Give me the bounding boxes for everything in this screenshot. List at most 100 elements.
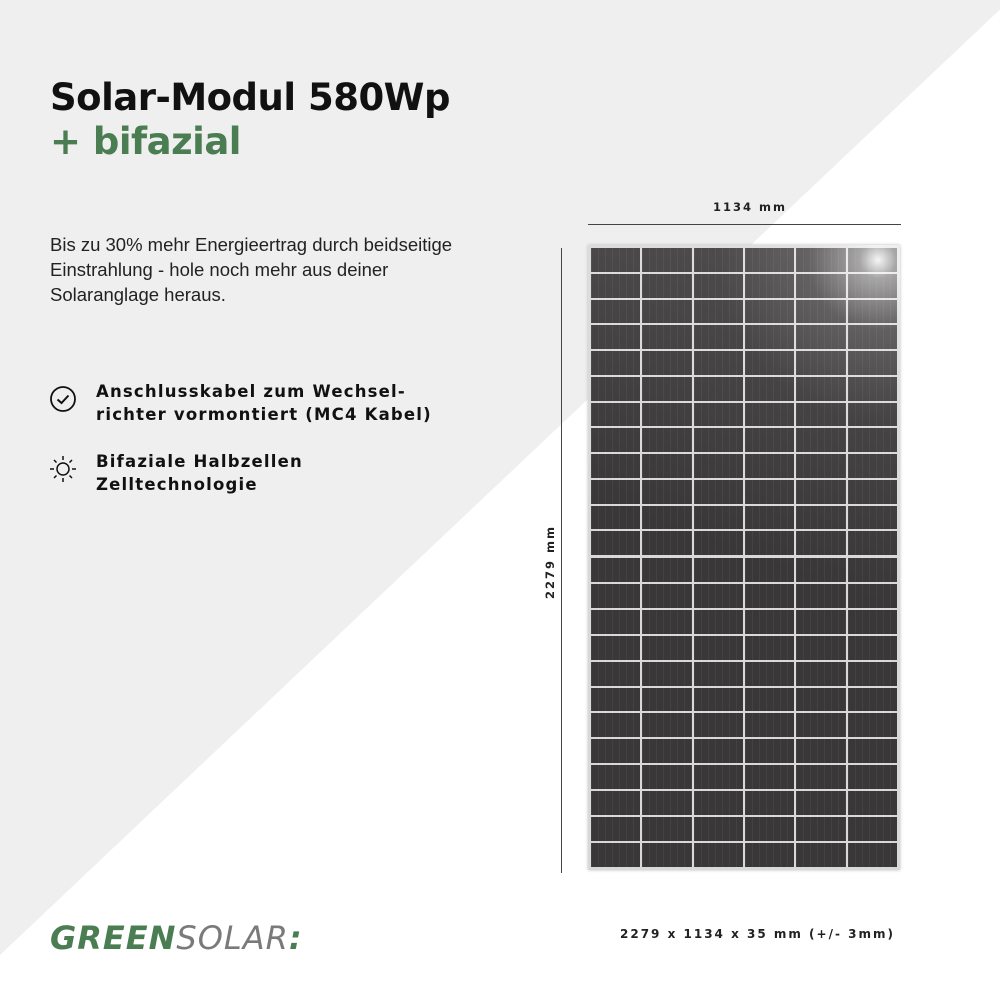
solar-cell [796,402,846,427]
solar-cell [591,479,641,504]
solar-cell [847,454,897,478]
solar-cell [642,713,692,738]
solar-cell [693,299,743,324]
solar-cell [591,843,641,867]
description: Bis zu 30% mehr Energieertrag durch beid… [50,234,453,305]
solar-cell [744,454,795,478]
solar-cell [591,791,641,816]
solar-cell [642,817,692,842]
solar-cell [744,402,795,427]
solar-cell [591,583,641,608]
solar-cell [642,635,692,660]
height-dimension-line [561,248,562,873]
solar-cell [693,248,743,272]
page-title: Solar-Modul 580Wp + bifazial [50,76,450,164]
solar-cell [693,479,743,504]
solar-cell [591,817,641,842]
solar-cell [796,765,846,790]
solar-cell [591,713,641,738]
solar-cell [796,531,846,555]
solar-cell [847,558,897,582]
solar-cell [693,739,743,764]
solar-cell [693,325,743,349]
solar-cell [642,428,692,452]
solar-cell [847,817,897,842]
solar-cell [693,454,743,478]
solar-cell [744,791,795,816]
solar-cell [744,428,795,452]
solar-cell [847,299,897,324]
solar-cell [642,609,692,634]
solar-cell [744,765,795,790]
solar-cell [591,299,641,324]
solar-cell [796,583,846,608]
panel-upper-half [591,248,897,555]
solar-cell [642,402,692,427]
logo-green: GREEN [50,919,177,957]
solar-cell [693,583,743,608]
full-dimensions: 2279 x 1134 x 35 mm (+/- 3mm) [620,927,895,941]
feature-text: Bifaziale Halbzellen [96,452,303,471]
solar-panel-image [588,245,900,870]
solar-cell [744,299,795,324]
solar-cell [642,248,692,272]
solar-cell [591,351,641,375]
solar-cell [847,635,897,660]
solar-cell [847,739,897,764]
solar-cell [744,273,795,298]
solar-cell [744,351,795,375]
solar-cell [642,791,692,816]
solar-cell [744,687,795,712]
solar-cell [693,273,743,298]
solar-cell [693,687,743,712]
solar-cell [642,505,692,530]
solar-cell [591,454,641,478]
sun-icon [50,456,76,482]
solar-cell [796,635,846,660]
solar-cell [744,583,795,608]
solar-cell [591,248,641,272]
width-label: 1134 mm [713,200,787,214]
solar-cell [796,376,846,401]
solar-cell [744,739,795,764]
solar-cell [796,428,846,452]
panel-lower-half [591,558,897,867]
solar-cell [744,376,795,401]
solar-cell [744,531,795,555]
solar-cell [847,376,897,401]
feature-text: Anschlusskabel zum Wechsel- [96,382,406,401]
solar-cell [591,428,641,452]
solar-cell [591,661,641,686]
solar-cell [796,713,846,738]
solar-cell [642,531,692,555]
solar-cell [693,402,743,427]
solar-cell [693,661,743,686]
solar-cell [744,817,795,842]
solar-cell [693,376,743,401]
solar-cell [642,739,692,764]
solar-cell [642,687,692,712]
solar-cell [693,713,743,738]
solar-cell [693,635,743,660]
solar-cell [693,505,743,530]
solar-cell [591,402,641,427]
solar-cell [591,635,641,660]
solar-cell [796,739,846,764]
feature-item: Bifaziale Halbzellen Zelltechnologie [48,450,303,496]
solar-cell [642,765,692,790]
solar-cell [796,661,846,686]
solar-cell [591,609,641,634]
solar-cell [642,299,692,324]
solar-cell [744,479,795,504]
solar-cell [744,505,795,530]
solar-cell [693,843,743,867]
title-main: Solar-Modul 580Wp [50,76,450,119]
solar-cell [796,273,846,298]
solar-cell [744,843,795,867]
solar-cell [796,687,846,712]
solar-cell [591,505,641,530]
solar-cell [642,325,692,349]
feature-text: Zelltechnologie [96,475,258,494]
solar-cell [693,609,743,634]
